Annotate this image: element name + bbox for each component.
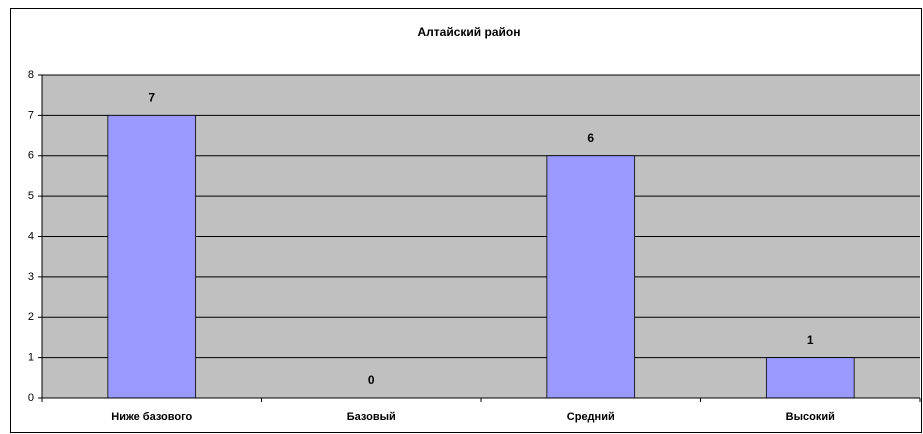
x-tick-label: Средний bbox=[567, 411, 615, 423]
data-label: 6 bbox=[587, 131, 594, 145]
y-tick-label: 8 bbox=[28, 69, 34, 81]
data-label: 1 bbox=[807, 333, 814, 347]
data-label: 0 bbox=[368, 373, 375, 387]
bar bbox=[546, 155, 636, 399]
y-tick-label: 2 bbox=[28, 311, 34, 323]
data-label: 7 bbox=[148, 91, 155, 105]
y-tick-label: 3 bbox=[28, 271, 34, 283]
y-tick-label: 0 bbox=[28, 392, 34, 404]
bar bbox=[107, 114, 197, 399]
bar bbox=[765, 357, 855, 399]
chart-title: Алтайский район bbox=[418, 25, 521, 39]
y-tick-label: 4 bbox=[28, 230, 34, 242]
y-tick-label: 1 bbox=[28, 352, 34, 364]
x-tick-label: Высокий bbox=[786, 411, 835, 423]
y-tick-label: 7 bbox=[28, 109, 34, 121]
x-tick-label: Ниже базового bbox=[111, 411, 192, 423]
x-tick-label: Базовый bbox=[347, 411, 396, 423]
y-tick-label: 5 bbox=[28, 190, 34, 202]
y-tick-label: 6 bbox=[28, 150, 34, 162]
